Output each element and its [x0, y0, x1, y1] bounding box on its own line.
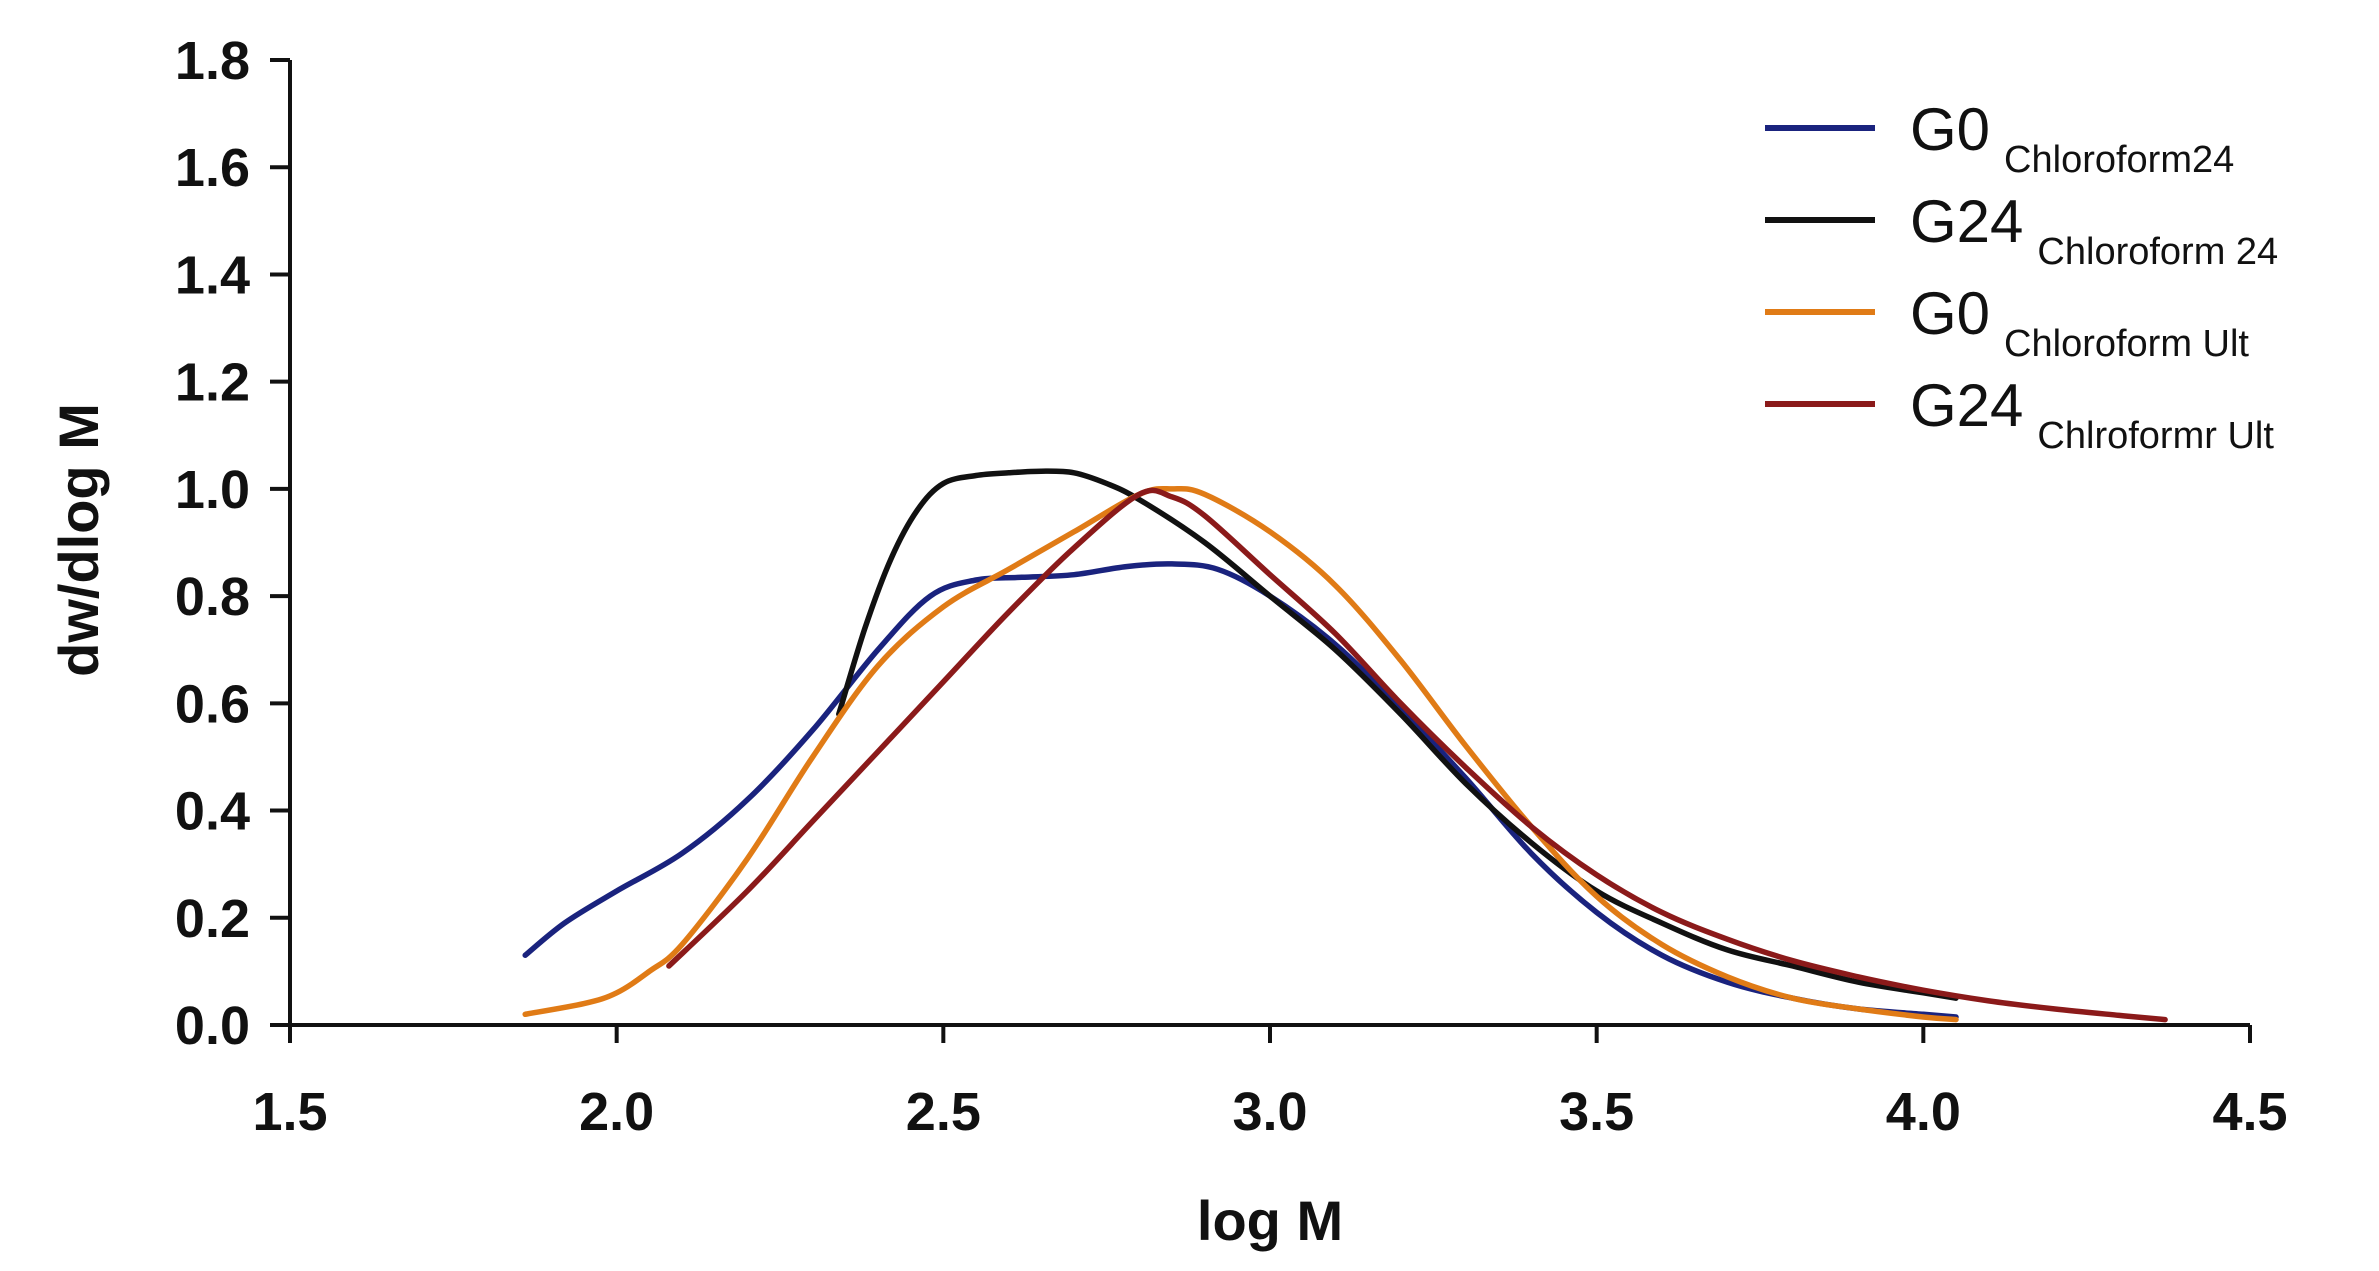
series-line-4: [666, 487, 2168, 1023]
series-line-1: [522, 561, 1959, 1020]
y-tick-label: 0.6: [175, 674, 250, 734]
legend-entry: G24 Chlroformr Ult: [1910, 372, 2274, 457]
y-tick-label: 1.4: [175, 245, 250, 305]
series-line-2: [836, 468, 1959, 1001]
legend-sublabel: Chlroformr Ult: [2037, 415, 2274, 457]
legend: G0 Chloroform24 G24 Chloroform 24 G0 Chlorofo…: [1765, 96, 2278, 457]
legend-sublabel: Chloroform24: [2004, 139, 2234, 181]
x-tick-label: 4.5: [2212, 1082, 2287, 1142]
y-axis-title: dw/dlog M: [47, 403, 110, 677]
x-tick-label: 3.0: [1232, 1082, 1307, 1142]
y-tick-label: 1.2: [175, 353, 250, 413]
x-tick-label: 2.5: [906, 1082, 981, 1142]
x-tick-label: 4.0: [1886, 1082, 1961, 1142]
x-tick-label: 3.5: [1559, 1082, 1634, 1142]
y-tick-label: 0.0: [175, 996, 250, 1056]
y-tick-label: 1.0: [175, 460, 250, 520]
legend-entry: G0 Chloroform24: [1910, 96, 2234, 181]
x-tick-label: 1.5: [252, 1082, 327, 1142]
y-tick-label: 0.8: [175, 567, 250, 627]
y-tick-label: 0.2: [175, 889, 250, 949]
series-group: [522, 468, 2168, 1023]
y-ticks: 0.0 0.2 0.4 0.6 0.8 1.0 1.2 1.4 1.6 1.8: [175, 31, 290, 1056]
legend-label: G24: [1910, 188, 2023, 255]
series-line-3: [522, 485, 1959, 1023]
legend-entry: G0 Chloroform Ult: [1910, 280, 2249, 365]
y-tick-label: 0.4: [175, 782, 250, 842]
y-tick-label: 1.8: [175, 31, 250, 91]
legend-label: G0: [1910, 280, 1990, 347]
y-tick-label: 1.6: [175, 138, 250, 198]
legend-sublabel: Chloroform Ult: [2004, 323, 2249, 365]
legend-label: G0: [1910, 96, 1990, 163]
legend-label: G24: [1910, 372, 2023, 439]
legend-sublabel: Chloroform 24: [2037, 231, 2278, 273]
x-ticks: 1.5 2.0 2.5 3.0 3.5 4.0 4.5: [252, 1025, 2288, 1142]
x-axis-title: log M: [1197, 1189, 1343, 1252]
legend-entry: G24 Chloroform 24: [1910, 188, 2278, 273]
x-tick-label: 2.0: [579, 1082, 654, 1142]
